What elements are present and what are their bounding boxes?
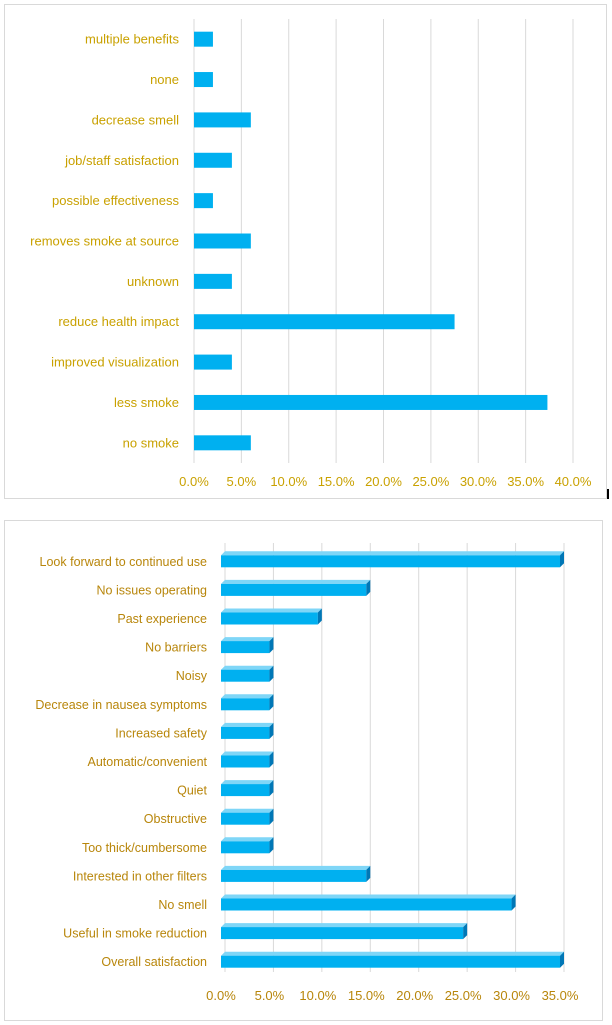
x-tick-label: 20.0% — [365, 474, 402, 489]
x-tick-label: 5.0% — [255, 988, 285, 1003]
bar-past-experience — [221, 608, 322, 625]
chart-feedback: 0.0% 5.0% 10.0% 15.0% 20.0% 25.0% 30.0% 35.0% Lo… — [4, 520, 603, 1021]
x-tick-label: 0.0% — [206, 988, 236, 1003]
x-tick-label: 10.0% — [270, 474, 307, 489]
category-label-past-experience: Past experience — [117, 612, 207, 626]
bar-look-forward-to-continued-use — [221, 551, 564, 568]
category-label-overall-satisfaction: Overall satisfaction — [101, 955, 207, 969]
category-label-obstructive: Obstructive — [144, 812, 207, 826]
x-tick-label: 25.0% — [445, 988, 482, 1003]
chart-benefits-svg: 0.0% 5.0% 10.0% 15.0% 20.0% 25.0% 30.0% 35.0% 40… — [30, 19, 592, 489]
bar-possible-effectiveness — [194, 193, 213, 209]
category-label-improved-visualization: improved visualization — [51, 355, 179, 370]
chart-benefits: 0.0% 5.0% 10.0% 15.0% 20.0% 25.0% 30.0% 35.0% 40… — [4, 4, 607, 499]
bar-automatic-convenient — [221, 751, 274, 768]
x-tick-label: 15.0% — [318, 474, 355, 489]
bar-no-smoke — [194, 435, 251, 451]
bar-job-staff-satisfaction — [194, 152, 232, 168]
x-tick-label: 0.0% — [179, 474, 209, 489]
x-tick-label: 30.0% — [460, 474, 497, 489]
bar-decrease-smell — [194, 112, 251, 128]
x-tick-label: 30.0% — [493, 988, 530, 1003]
category-label-reduce-health-impact: reduce health impact — [58, 314, 179, 329]
category-label-multiple-benefits: multiple benefits — [85, 32, 179, 47]
category-label-removes-smoke-at-source: removes smoke at source — [30, 234, 179, 249]
chart-feedback-svg: 0.0% 5.0% 10.0% 15.0% 20.0% 25.0% 30.0% 35.0% Lo… — [35, 543, 579, 1003]
x-tick-label: 10.0% — [299, 988, 336, 1003]
category-label-noisy: Noisy — [176, 669, 208, 683]
category-label-automatic-convenient: Automatic/convenient — [87, 755, 207, 769]
bar-less-smoke — [194, 394, 548, 410]
category-label-unknown: unknown — [127, 274, 179, 289]
category-label-useful-in-smoke-reduction: Useful in smoke reduction — [63, 927, 207, 941]
category-label-no-barriers: No barriers — [145, 641, 207, 655]
category-label-no-smell: No smell — [158, 898, 207, 912]
bar-no-barriers — [221, 637, 274, 654]
bar-useful-in-smoke-reduction — [221, 923, 468, 940]
category-label-increased-safety: Increased safety — [115, 726, 207, 740]
bar-too-thick-cumbersome — [221, 837, 274, 854]
category-label-none: none — [150, 72, 179, 87]
category-label-job-staff-satisfaction: job/staff satisfaction — [64, 153, 179, 168]
bar-no-issues-operating — [221, 579, 371, 596]
x-tick-label: 25.0% — [412, 474, 449, 489]
x-tick-label: 5.0% — [227, 474, 257, 489]
bar-removes-smoke-at-source — [194, 233, 251, 249]
bar-unknown — [194, 273, 232, 289]
x-tick-label: 35.0% — [507, 474, 544, 489]
category-label-no-smoke: no smoke — [123, 435, 179, 450]
category-label-less-smoke: less smoke — [114, 395, 179, 410]
bar-quiet — [221, 780, 274, 797]
bar-reduce-health-impact — [194, 314, 455, 330]
bar-no-smell — [221, 894, 516, 911]
text-cursor — [607, 489, 609, 499]
bar-decrease-in-nausea-symptoms — [221, 694, 274, 711]
bar-improved-visualization — [194, 354, 232, 370]
x-tick-label: 40.0% — [555, 474, 592, 489]
x-tick-label: 15.0% — [348, 988, 385, 1003]
category-label-possible-effectiveness: possible effectiveness — [52, 193, 179, 208]
x-tick-label: 35.0% — [542, 988, 579, 1003]
x-tick-label: 20.0% — [396, 988, 433, 1003]
bar-increased-safety — [221, 722, 274, 739]
bar-overall-satisfaction — [221, 951, 564, 968]
bar-interested-in-other-filters — [221, 865, 371, 882]
bar-noisy — [221, 665, 274, 682]
bar-obstructive — [221, 808, 274, 825]
category-label-no-issues-operating: No issues operating — [97, 583, 208, 597]
category-label-decrease-in-nausea-symptoms: Decrease in nausea symptoms — [35, 698, 207, 712]
category-label-look-forward-to-continued-use: Look forward to continued use — [40, 555, 208, 569]
category-label-too-thick-cumbersome: Too thick/cumbersome — [82, 841, 207, 855]
category-label-interested-in-other-filters: Interested in other filters — [73, 869, 207, 883]
category-label-quiet: Quiet — [177, 784, 207, 798]
bar-none — [194, 72, 213, 88]
bar-multiple-benefits — [194, 31, 213, 47]
category-label-decrease-smell: decrease smell — [92, 112, 180, 127]
